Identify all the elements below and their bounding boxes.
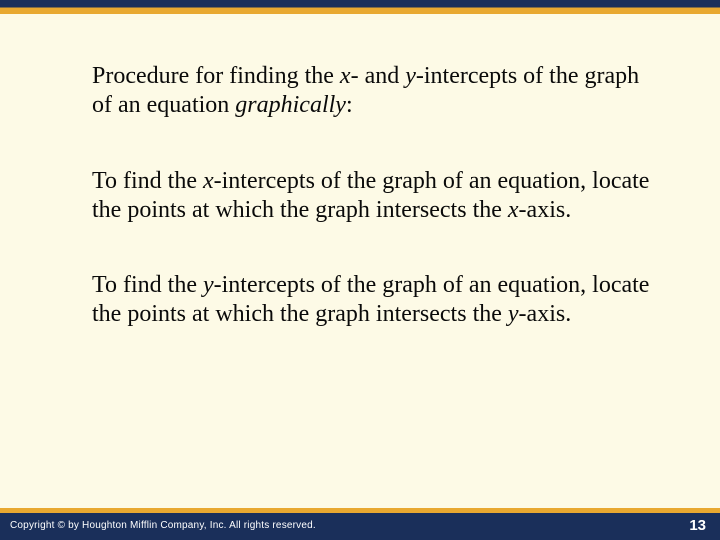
p1-text: To find the	[92, 168, 203, 194]
p2-axis-italic: y	[508, 301, 519, 327]
heading-text: - and	[351, 63, 406, 89]
heading-paragraph: Procedure for finding the x- and y-inter…	[92, 62, 650, 121]
y-intercept-paragraph: To find the y-intercepts of the graph of…	[92, 271, 650, 330]
p1-x-italic: x	[203, 168, 214, 194]
p2-text: -axis.	[519, 301, 572, 327]
top-border-bar	[0, 0, 720, 14]
heading-text: :	[346, 92, 353, 118]
slide-content: Procedure for finding the x- and y-inter…	[0, 14, 720, 508]
heading-emph-italic: graphically	[235, 92, 346, 118]
heading-text: Procedure for finding the	[92, 63, 340, 89]
heading-y-italic: y	[405, 63, 416, 89]
x-intercept-paragraph: To find the x-intercepts of the graph of…	[92, 167, 650, 226]
copyright-text: Copyright © by Houghton Mifflin Company,…	[10, 520, 316, 531]
p1-text: -axis.	[519, 197, 572, 223]
page-number: 13	[689, 517, 706, 534]
p1-axis-italic: x	[508, 197, 519, 223]
p2-text: To find the	[92, 272, 203, 298]
p2-y-italic: y	[203, 272, 214, 298]
heading-x-italic: x	[340, 63, 351, 89]
